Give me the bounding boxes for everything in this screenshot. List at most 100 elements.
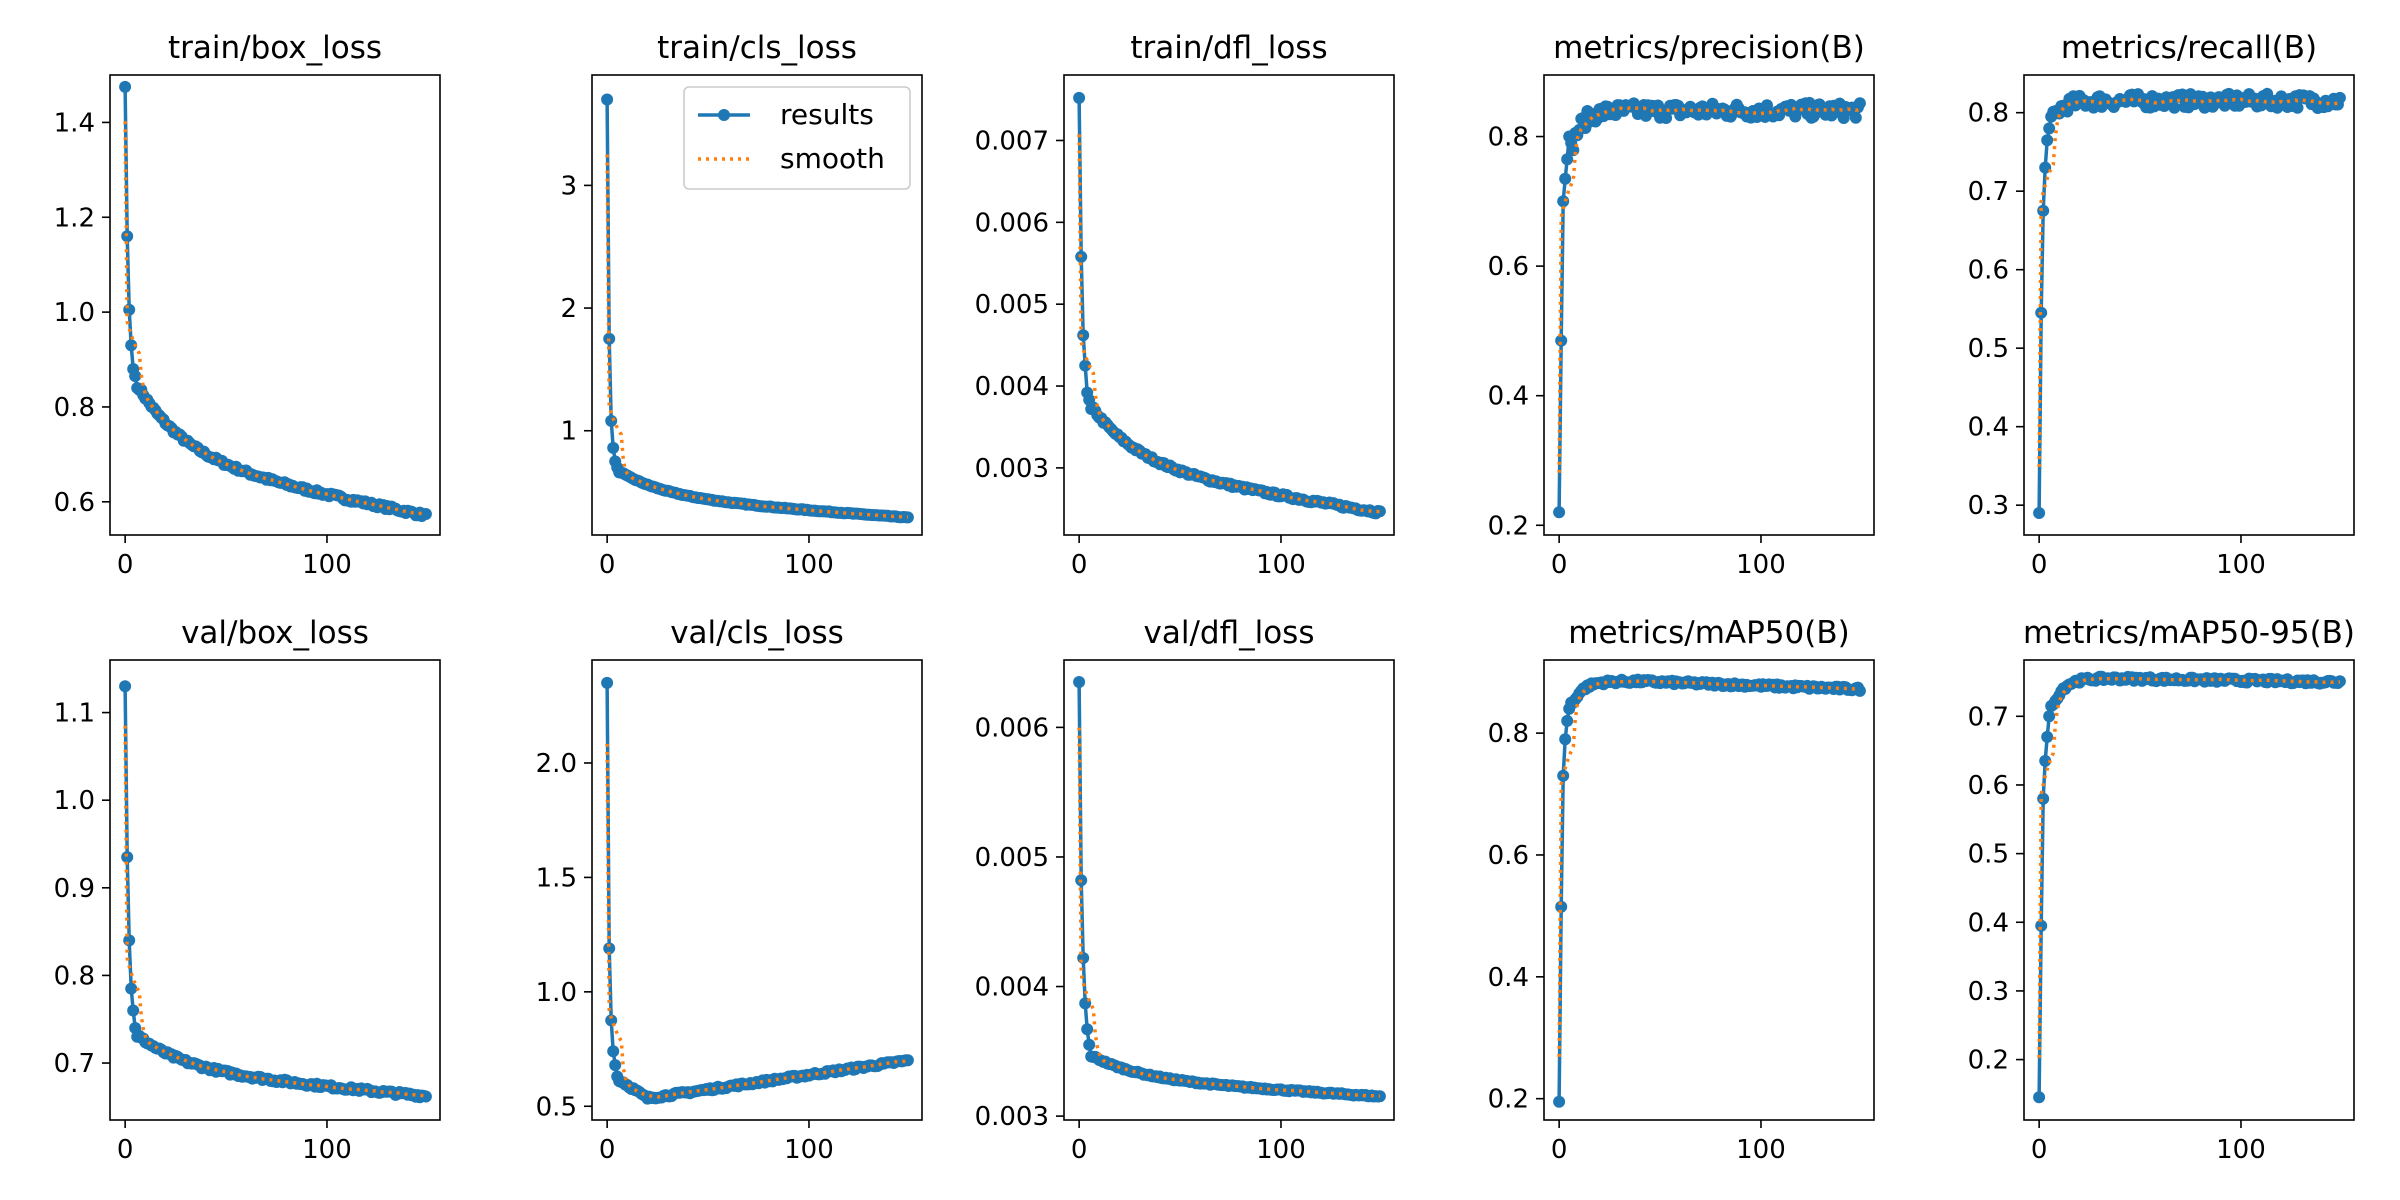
y-tick-label: 0.5 — [536, 1092, 577, 1122]
data-point — [119, 80, 132, 93]
data-point — [601, 93, 614, 106]
y-tick-label: 1.5 — [536, 863, 577, 893]
series-results-points — [2033, 87, 2346, 519]
x-tick-label: 100 — [1256, 1135, 1306, 1165]
axes-frame — [109, 659, 441, 1121]
y-tick-label: 0.5 — [1968, 840, 2009, 870]
subplot-title: train/cls_loss — [657, 30, 857, 66]
data-point — [1853, 97, 1866, 110]
axes-frame — [2023, 74, 2355, 536]
y-tick-label: 0.8 — [54, 961, 95, 991]
data-point — [121, 230, 134, 243]
y-tick-label: 1.0 — [54, 298, 95, 328]
data-point — [127, 1004, 140, 1017]
y-tick-label: 0.6 — [1968, 771, 2009, 801]
y-tick-label: 0.7 — [54, 1049, 95, 1079]
data-point — [1561, 153, 1574, 166]
data-point — [2333, 91, 2346, 104]
x-tick-label: 100 — [302, 1135, 352, 1165]
x-tick-label: 100 — [2216, 1135, 2266, 1165]
y-tick-label: 0.6 — [1488, 841, 1529, 871]
data-point — [2041, 134, 2054, 147]
series-smooth-line — [2037, 97, 2341, 468]
x-tick-label: 100 — [784, 1135, 834, 1165]
data-point — [2333, 675, 2346, 688]
y-tick-label: 1.2 — [54, 203, 95, 233]
subplot-val-box-loss: val/box_loss 0 100 0.7 0.8 0.9 1.0 1.1 — [54, 615, 441, 1165]
data-point — [2033, 507, 2046, 519]
data-point — [123, 303, 136, 316]
axes-frame — [591, 659, 923, 1121]
subplot-metrics-map50-b: metrics/mAP50(B) 0 100 0.2 0.4 0.6 0.8 — [1488, 615, 1875, 1165]
x-tick-label: 0 — [1551, 550, 1568, 580]
x-tick-label: 100 — [2216, 550, 2266, 580]
y-tick-label: 0.2 — [1488, 1085, 1529, 1115]
y-tick-label: 0.4 — [1488, 963, 1529, 993]
x-tick-label: 0 — [117, 1135, 134, 1165]
data-point — [119, 680, 132, 693]
subplot-val-dfl-loss: val/dfl_loss 0 100 0.003 0.004 0.005 0.006 — [975, 615, 1395, 1165]
y-tick-label: 0.3 — [1968, 491, 2009, 521]
x-tick-label: 0 — [2031, 1135, 2048, 1165]
y-tick-label: 1.1 — [54, 699, 95, 729]
series-results-points — [601, 93, 914, 524]
axes-frame — [1543, 74, 1875, 536]
data-point — [2035, 919, 2048, 932]
y-tick-label: 0.5 — [1968, 334, 2009, 364]
subplot-train-cls-loss: train/cls_loss 0 100 1 2 3 results smooth — [560, 30, 923, 580]
y-tick-label: 0.7 — [1968, 177, 2009, 207]
subplot-title: train/dfl_loss — [1130, 30, 1327, 66]
series-smooth-line — [1077, 727, 1380, 1098]
y-tick-label: 0.8 — [1488, 123, 1529, 153]
data-point — [1853, 684, 1866, 697]
x-tick-label: 0 — [117, 550, 134, 580]
data-point — [1079, 359, 1092, 372]
y-tick-label: 0.4 — [1488, 382, 1529, 412]
subplot-title: metrics/recall(B) — [2061, 30, 2317, 66]
data-point — [1077, 952, 1090, 964]
axes-frame — [1543, 659, 1875, 1121]
subplot-title: metrics/mAP50-95(B) — [2023, 615, 2355, 651]
axes-frame — [1063, 74, 1395, 536]
data-point — [2037, 792, 2050, 805]
data-point — [1559, 733, 1572, 746]
subplot-metrics-recall-b: metrics/recall(B) 0 100 0.3 0.4 0.5 0.6 0.7 0.8 — [1968, 30, 2355, 580]
y-tick-label: 0.005 — [975, 290, 1049, 320]
series-smooth-line — [1557, 106, 1861, 473]
subplot-val-cls-loss: val/cls_loss 0 100 0.5 1.0 1.5 2.0 — [536, 615, 923, 1165]
x-tick-label: 100 — [1736, 1135, 1786, 1165]
series-smooth-line — [1557, 679, 1861, 1057]
data-point — [1077, 329, 1090, 342]
series-smooth-line — [2037, 676, 2340, 1058]
y-tick-label: 0.6 — [1488, 252, 1529, 282]
y-tick-label: 2 — [560, 294, 577, 324]
series-smooth-line — [605, 154, 908, 519]
data-point — [609, 1059, 622, 1072]
data-point — [607, 441, 620, 454]
data-point — [1849, 111, 1862, 124]
y-tick-label: 0.004 — [975, 372, 1049, 402]
y-tick-label: 0.007 — [975, 126, 1049, 156]
legend-results-label: results — [780, 98, 874, 131]
data-point — [1083, 1038, 1096, 1051]
data-point — [123, 934, 136, 947]
series-smooth-line — [1077, 134, 1380, 514]
data-point — [1553, 506, 1566, 519]
y-tick-label: 0.4 — [1968, 413, 2009, 443]
y-tick-label: 2.0 — [536, 749, 577, 779]
data-point — [1073, 676, 1086, 688]
data-point — [2039, 161, 2052, 174]
y-tick-label: 0.003 — [975, 454, 1049, 484]
data-point — [125, 339, 138, 352]
data-point — [1559, 172, 1572, 185]
x-tick-label: 0 — [1071, 550, 1088, 580]
data-point — [2043, 710, 2056, 723]
x-tick-label: 0 — [599, 1135, 616, 1165]
data-point — [1555, 900, 1568, 913]
axes-frame — [109, 74, 441, 536]
x-tick-label: 0 — [1071, 1135, 1088, 1165]
y-tick-label: 0.2 — [1488, 511, 1529, 541]
subplot-train-dfl-loss: train/dfl_loss 0 100 0.003 0.004 0.005 0.006 0.… — [975, 30, 1395, 580]
data-point — [1373, 505, 1386, 518]
